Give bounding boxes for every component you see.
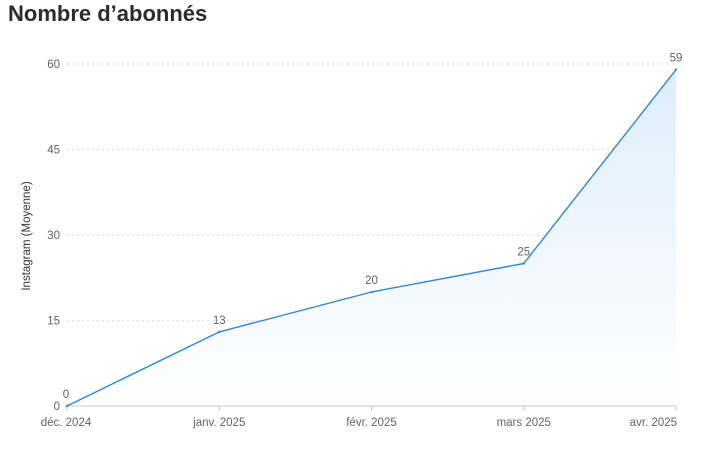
data-label: 59 (670, 53, 683, 65)
axes (66, 405, 677, 411)
gridlines (67, 63, 676, 321)
data-label: 25 (517, 247, 530, 259)
area-fill-layer (67, 69, 676, 406)
area-fill (67, 69, 676, 406)
y-tick-label: 0 (54, 401, 60, 413)
x-tick-label: avr. 2025 (630, 417, 677, 429)
x-tick-label: déc. 2024 (41, 417, 92, 429)
labels: 0 15 30 45 60 déc. 2024 janv. 2025 févr. 2025 ma… (41, 53, 683, 429)
series-line-layer (65, 68, 678, 408)
data-point (370, 290, 373, 294)
data-point (522, 262, 525, 265)
y-tick-label: 60 (47, 59, 60, 71)
page-title: Nombre d’abonnés (8, 1, 208, 26)
y-tick-label: 15 (47, 316, 60, 328)
x-tick-label: févr. 2025 (346, 417, 397, 429)
data-point (218, 330, 221, 334)
data-label: 20 (365, 275, 378, 287)
data-label: 13 (213, 315, 226, 327)
data-point (65, 404, 69, 408)
x-tick-label: janv. 2025 (192, 417, 245, 429)
data-point (674, 68, 678, 71)
y-tick-label: 45 (47, 145, 60, 157)
y-tick-label: 30 (47, 230, 60, 242)
data-label: 0 (63, 389, 69, 401)
y-axis-title: Instagram (Moyenne) (21, 181, 33, 290)
x-tick-label: mars 2025 (497, 417, 551, 429)
